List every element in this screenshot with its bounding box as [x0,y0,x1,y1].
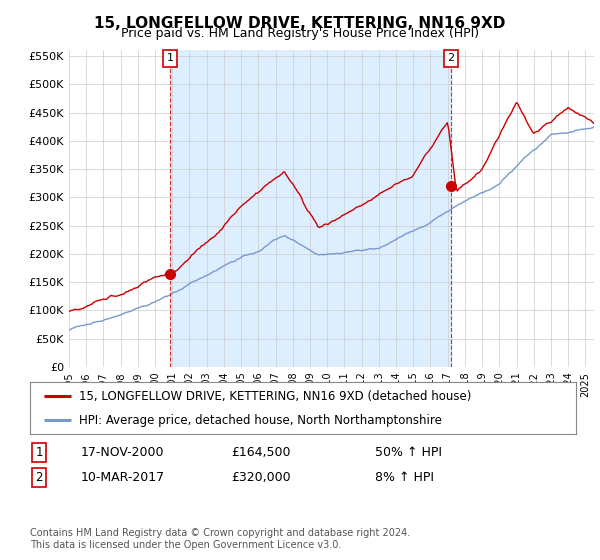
Text: 2: 2 [448,53,455,63]
Text: 2: 2 [35,471,43,484]
Text: Contains HM Land Registry data © Crown copyright and database right 2024.
This d: Contains HM Land Registry data © Crown c… [30,528,410,550]
Text: £320,000: £320,000 [231,471,290,484]
Text: 1: 1 [35,446,43,459]
Text: HPI: Average price, detached house, North Northamptonshire: HPI: Average price, detached house, Nort… [79,414,442,427]
Text: 50% ↑ HPI: 50% ↑ HPI [375,446,442,459]
Text: £164,500: £164,500 [231,446,290,459]
Text: 15, LONGFELLOW DRIVE, KETTERING, NN16 9XD: 15, LONGFELLOW DRIVE, KETTERING, NN16 9X… [94,16,506,31]
Bar [170,50,451,367]
Text: 1: 1 [167,53,174,63]
Text: 8% ↑ HPI: 8% ↑ HPI [375,471,434,484]
Text: 15, LONGFELLOW DRIVE, KETTERING, NN16 9XD (detached house): 15, LONGFELLOW DRIVE, KETTERING, NN16 9X… [79,390,472,403]
Text: 10-MAR-2017: 10-MAR-2017 [81,471,165,484]
Text: 17-NOV-2000: 17-NOV-2000 [81,446,164,459]
Text: Price paid vs. HM Land Registry's House Price Index (HPI): Price paid vs. HM Land Registry's House … [121,27,479,40]
